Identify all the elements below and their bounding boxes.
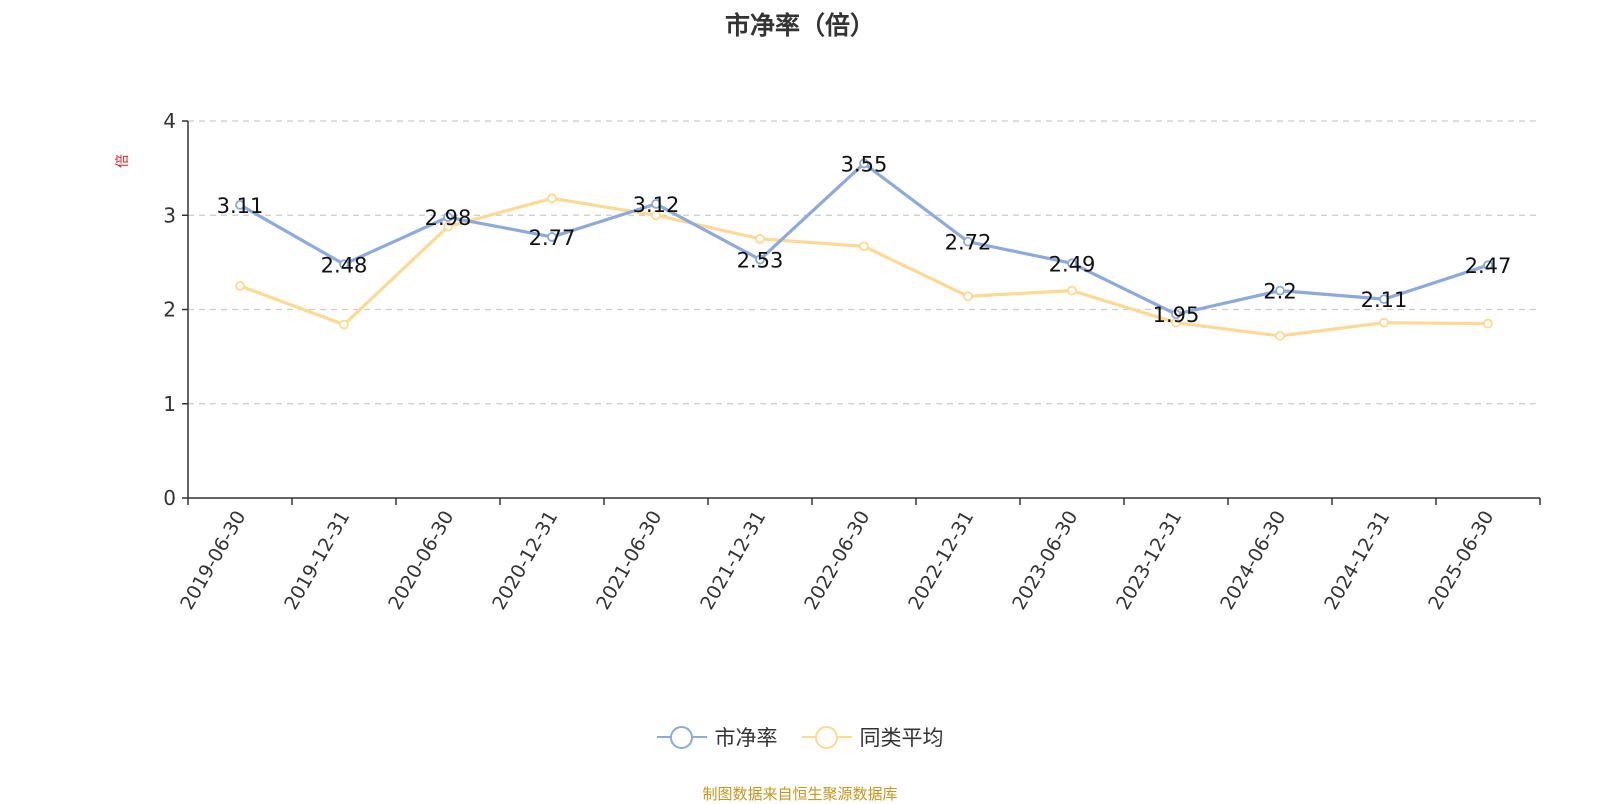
data-label: 1.95 [1153,303,1200,327]
data-label: 2.72 [945,231,992,255]
y-tick-label: 4 [163,109,176,133]
x-tick-label: 2023-06-30 [1008,507,1082,614]
chart-title: 市净率（倍） [724,11,875,40]
data-label: 2.47 [1465,254,1512,278]
data-point [1275,285,1285,296]
data-point [1379,317,1389,328]
data-point [1483,260,1493,271]
data-point [963,236,973,247]
data-point [963,291,973,302]
legend-item-pb[interactable]: 市净率 [656,722,778,752]
data-point [1171,309,1181,320]
axes: 0 1 2 3 4 2019-06-30 2019-12-31 2020-06-30 2020-… [163,109,1541,614]
data-label: 3.11 [217,194,264,218]
source-note: 制图数据来自恒生聚源数据库 [702,785,898,803]
data-point [1379,294,1389,305]
data-point [1275,330,1285,341]
x-tick-label: 2021-06-30 [592,507,666,614]
data-point [547,232,557,242]
data-point [235,199,245,210]
data-point [859,158,869,169]
x-tick-label: 2022-06-30 [800,507,874,614]
data-label: 2.49 [1049,252,1096,276]
data-label: 2.48 [321,253,368,277]
data-label: 3.12 [633,193,680,217]
data-point [443,212,453,223]
y-tick-label: 0 [163,486,176,510]
data-labels: 3.11 2.48 2.98 2.77 3.12 2.53 3.55 2.72 2.49 1.95… [217,152,1512,327]
data-point [443,221,453,232]
x-tick-label: 2023-12-31 [1112,507,1186,614]
data-label: 2.98 [425,206,472,230]
legend: 市净率 同类平均 [0,722,1600,752]
data-point [1067,258,1077,269]
data-label: 2.77 [529,226,576,250]
x-tick-label: 2019-06-30 [176,507,250,614]
data-point [235,281,245,291]
x-tick-label: 2021-12-31 [696,507,770,614]
data-label: 2.2 [1263,280,1296,304]
data-label: 3.55 [841,152,888,176]
data-label: 2.53 [737,249,784,273]
x-tick-label: 2020-12-31 [488,507,562,614]
x-tick-label: 2022-12-31 [904,507,978,614]
y-tick-label: 3 [163,203,176,227]
series-lines [235,158,1493,341]
legend-marker-icon [801,725,852,749]
data-point [547,193,557,204]
data-point [339,319,349,330]
series-line [239,161,1489,316]
data-label: 2.11 [1361,288,1408,312]
y-tick-label: 2 [163,298,176,322]
data-point [755,233,765,244]
data-point [859,241,869,252]
x-tick-label: 2024-06-30 [1216,507,1290,614]
data-point [1483,318,1493,329]
legend-item-peer-avg[interactable]: 同类平均 [801,722,944,752]
x-tick-label: 2020-06-30 [384,507,458,614]
data-point [651,210,661,221]
x-tick-label: 2019-12-31 [280,507,354,614]
data-point [339,259,349,270]
data-point [651,199,661,209]
data-point [1067,285,1077,296]
gridlines [188,120,1540,405]
x-tick-label: 2025-06-30 [1424,507,1498,614]
x-tick-label: 2024-12-31 [1320,507,1394,614]
data-point [755,254,765,265]
legend-label-peer-avg: 同类平均 [859,726,944,750]
y-tick-label: 1 [163,392,176,416]
y-axis-label: 倍 [115,154,131,168]
legend-label-pb: 市净率 [714,726,778,750]
legend-marker-icon [656,725,707,749]
